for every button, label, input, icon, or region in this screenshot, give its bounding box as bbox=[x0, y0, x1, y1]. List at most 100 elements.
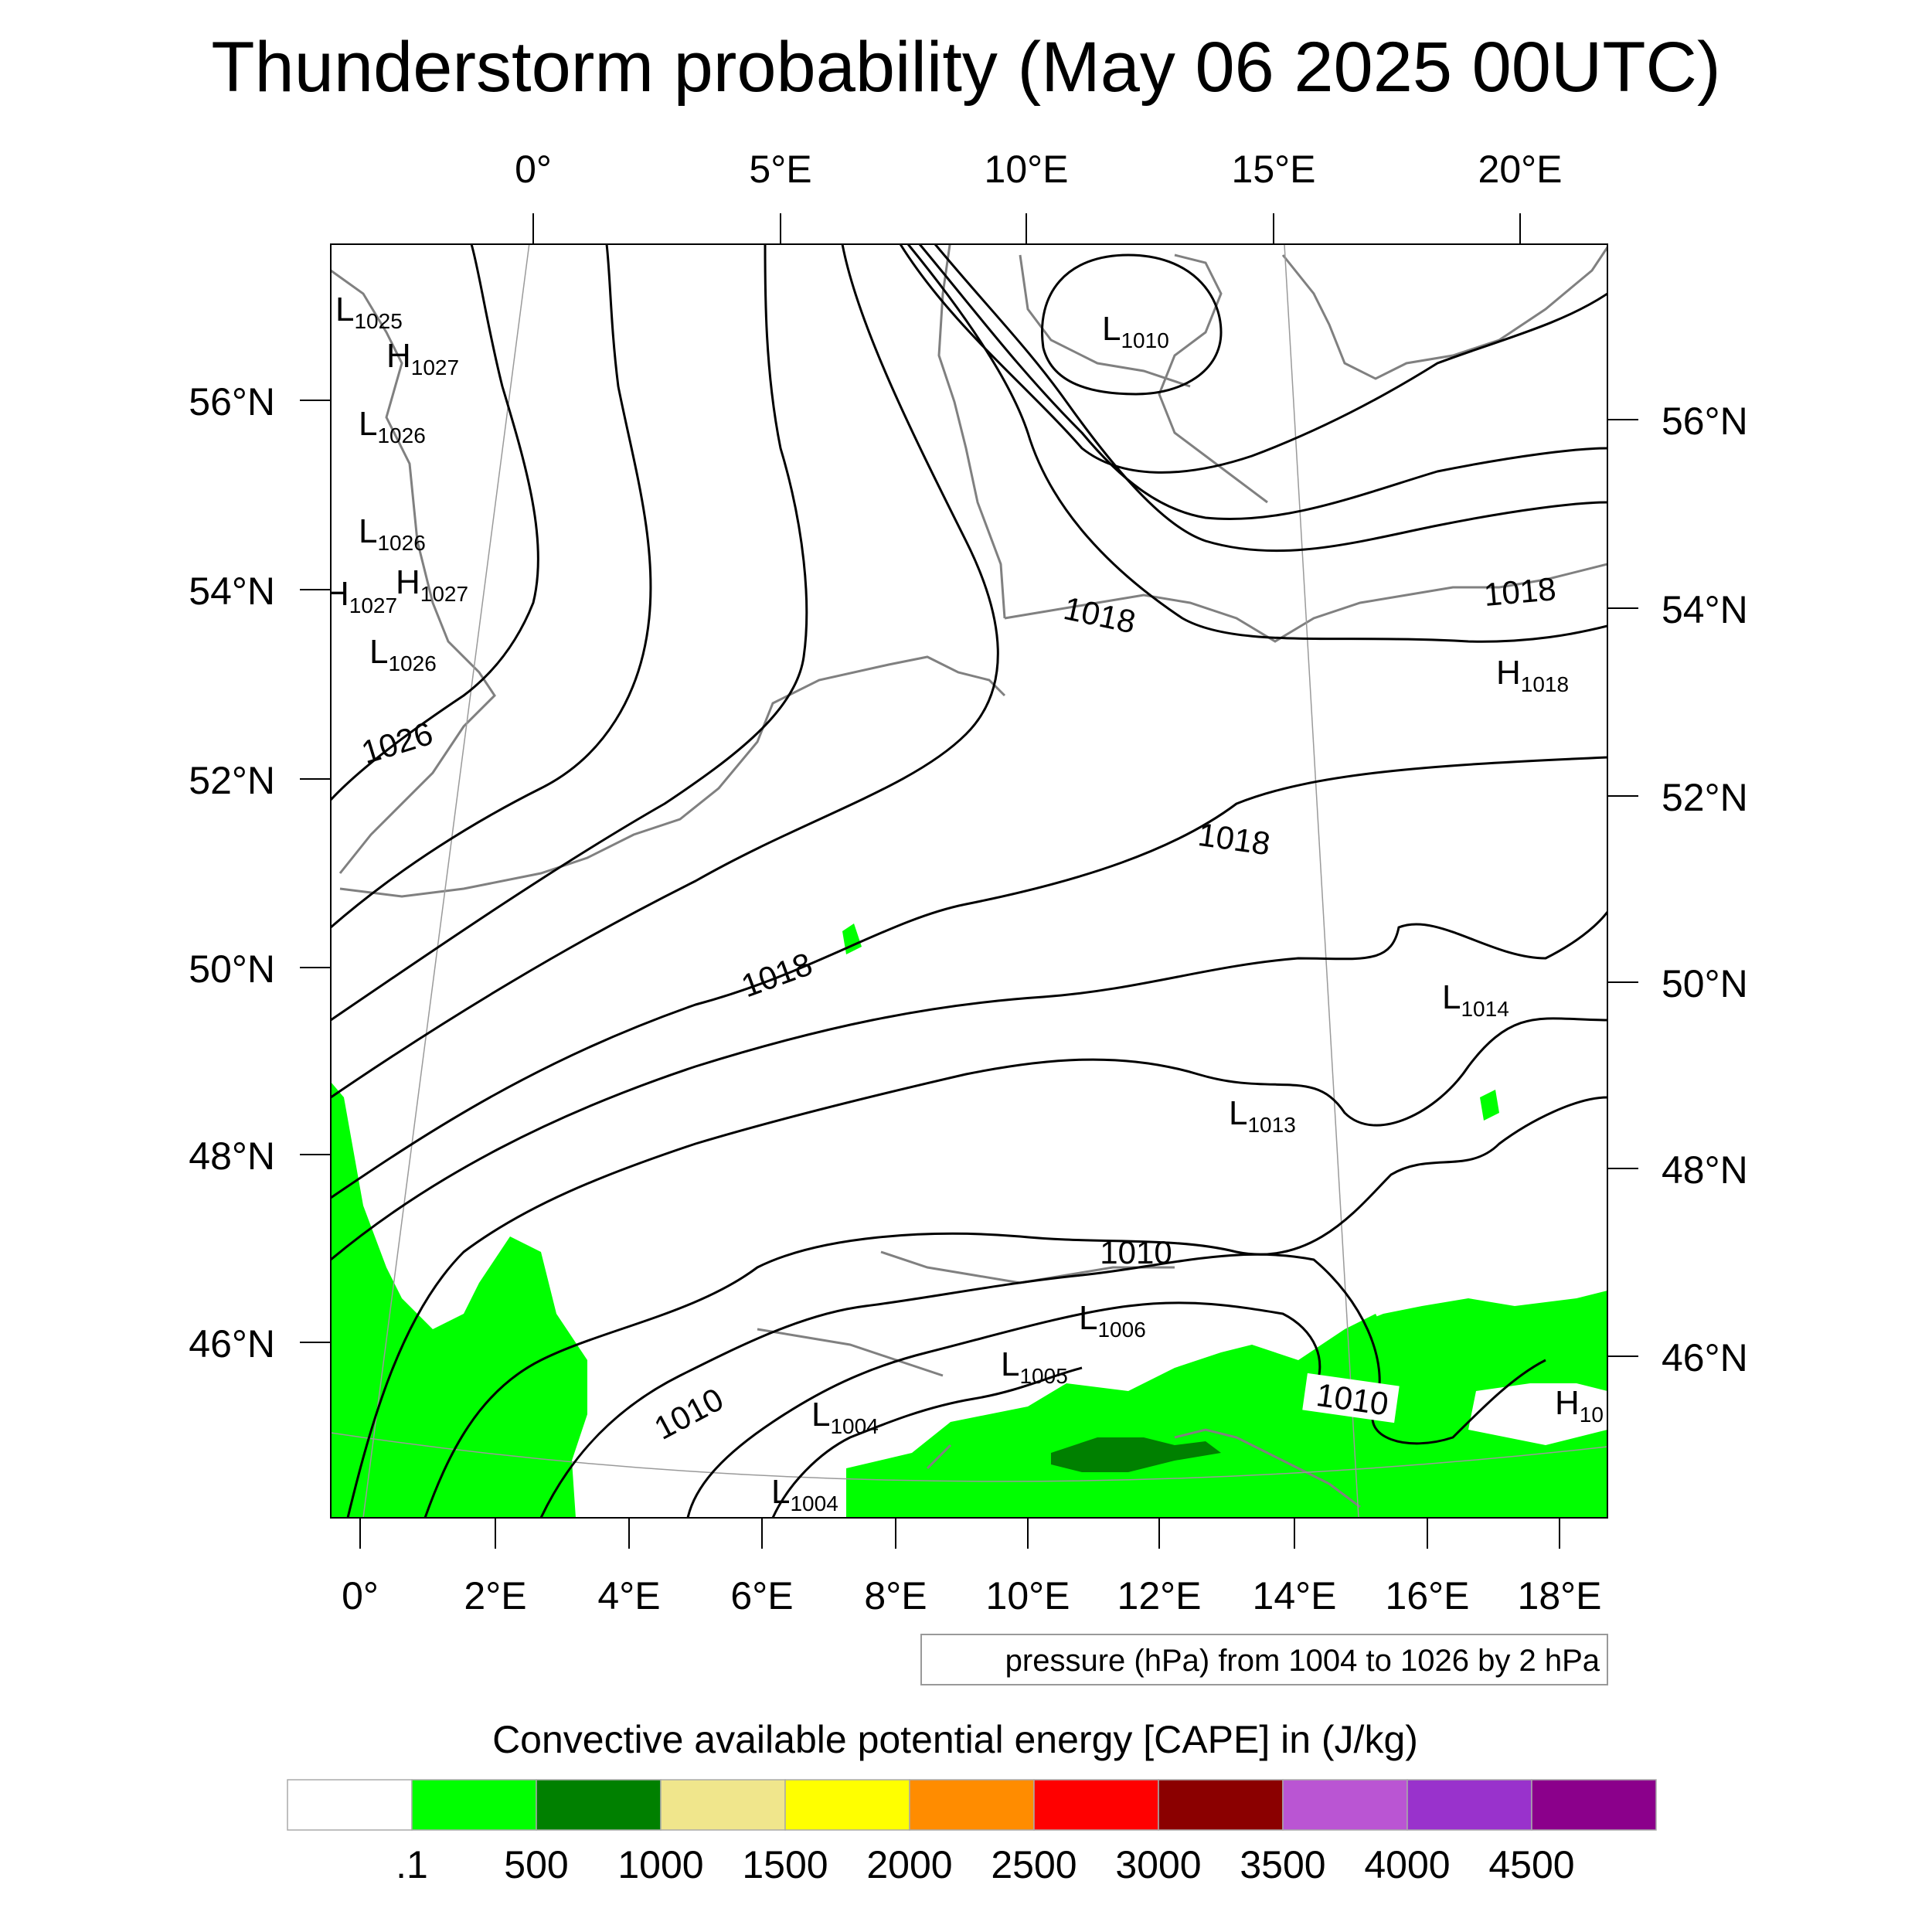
colorbar-swatch bbox=[1158, 1779, 1284, 1831]
map-plot-area: 1026 1018 1018 1018 1018 1010 1010 1010 … bbox=[325, 244, 1607, 1518]
pressure-center-high: H10 bbox=[1555, 1384, 1604, 1427]
colorbar-swatch bbox=[784, 1779, 910, 1831]
pressure-center-high: H1018 bbox=[1496, 654, 1569, 696]
isobar-1016-ne bbox=[934, 244, 1607, 553]
cape-dark-core bbox=[1051, 1437, 1221, 1472]
top-lon-labels: 0° 5°E 10°E 15°E 20°E bbox=[515, 148, 1562, 191]
lat-label: 46°N bbox=[189, 1322, 275, 1366]
isobar-1018 bbox=[331, 756, 1607, 1199]
pressure-center-low: L1026 bbox=[359, 512, 426, 555]
colorbar-tick-label: .1 bbox=[396, 1843, 428, 1886]
isobar-1014 bbox=[346, 1017, 1607, 1518]
lon-label: 0° bbox=[515, 148, 552, 191]
colorbar-swatch bbox=[1406, 1779, 1532, 1831]
map-title: Thunderstorm probability (May 06 2025 00… bbox=[211, 28, 1720, 107]
isobar-1008 bbox=[686, 1301, 1321, 1518]
lon-label: 4°E bbox=[597, 1574, 660, 1617]
isobar-1026 bbox=[331, 244, 539, 801]
pressure-center-high: H1027 bbox=[396, 563, 468, 606]
colorbar-swatch bbox=[1282, 1779, 1408, 1831]
lon-label: 20°E bbox=[1478, 148, 1563, 191]
isobar-label: 1026 bbox=[357, 715, 437, 770]
pressure-center-low: L1013 bbox=[1229, 1094, 1296, 1137]
colorbar-tick-label: 1000 bbox=[617, 1843, 703, 1886]
colorbar-title: Convective available potential energy [C… bbox=[492, 1718, 1418, 1761]
lat-label: 48°N bbox=[189, 1134, 275, 1178]
pressure-center-low: L1005 bbox=[1001, 1345, 1068, 1388]
lon-label: 12°E bbox=[1117, 1574, 1202, 1617]
isobar-1022 bbox=[331, 244, 808, 1022]
lon-label: 6°E bbox=[730, 1574, 793, 1617]
pressure-center-low: L1014 bbox=[1442, 978, 1509, 1021]
lat-label: 48°N bbox=[1662, 1148, 1748, 1192]
isobar-label: 1018 bbox=[736, 945, 817, 1004]
left-lat-axis bbox=[300, 400, 331, 1343]
colorbar-tick-label: 3000 bbox=[1115, 1843, 1201, 1886]
pressure-centers: L1025 H1027 L1026 L1026 H1027 H1027 L102… bbox=[325, 291, 1604, 1515]
lat-label: 50°N bbox=[189, 947, 275, 991]
lon-label: 18°E bbox=[1518, 1574, 1602, 1617]
colorbar-tick-label: 2500 bbox=[991, 1843, 1077, 1886]
isobar-label: 1018 bbox=[1196, 816, 1272, 862]
colorbar-swatch bbox=[287, 1779, 413, 1831]
right-lat-labels: 56°N 54°N 52°N 50°N 48°N 46°N bbox=[1662, 400, 1748, 1379]
pressure-center-low: L1004 bbox=[811, 1396, 879, 1438]
lon-label: 14°E bbox=[1253, 1574, 1337, 1617]
right-lat-axis bbox=[1607, 419, 1638, 1357]
lon-label: 10°E bbox=[985, 148, 1069, 191]
cape-region-south bbox=[846, 1291, 1607, 1518]
lat-label: 52°N bbox=[189, 759, 275, 802]
pressure-center-low: L1026 bbox=[369, 633, 437, 675]
colorbar-tick-label: 2000 bbox=[866, 1843, 952, 1886]
colorbar-swatch bbox=[909, 1779, 1035, 1831]
isobar-1006 bbox=[771, 1366, 1083, 1518]
pressure-center-low: L1010 bbox=[1102, 310, 1169, 352]
cape-patch-east-2 bbox=[1480, 1090, 1499, 1121]
lon-label: 0° bbox=[342, 1574, 379, 1617]
top-lon-axis bbox=[532, 213, 1521, 244]
isobar-1024 bbox=[331, 244, 652, 929]
isobar-1012 bbox=[423, 1096, 1607, 1518]
cape-region-west-lower bbox=[331, 1406, 495, 1518]
isobar-1014-ne bbox=[918, 244, 1607, 521]
lon-label: 15°E bbox=[1232, 148, 1316, 191]
colorbar-swatch bbox=[1531, 1779, 1657, 1831]
isobar-1010 bbox=[539, 1253, 1546, 1518]
bottom-lon-labels: 0° 2°E 4°E 6°E 8°E 10°E 12°E 14°E 16°E 1… bbox=[342, 1574, 1601, 1617]
pressure-center-low: L1026 bbox=[359, 405, 426, 447]
pressure-center-high: H1027 bbox=[325, 575, 397, 617]
lat-label: 54°N bbox=[189, 570, 275, 613]
colorbar-tick-label: 500 bbox=[504, 1843, 568, 1886]
isobar-1018-north bbox=[906, 244, 1607, 643]
lat-label: 56°N bbox=[1662, 400, 1748, 443]
contour-info-box: pressure (hPa) from 1004 to 1026 by 2 hP… bbox=[920, 1634, 1608, 1685]
isobar-1020 bbox=[331, 244, 999, 1099]
isobar-label: 1010 bbox=[648, 1381, 730, 1447]
lon-label: 5°E bbox=[749, 148, 811, 191]
left-lat-labels: 56°N 54°N 52°N 50°N 48°N 46°N bbox=[189, 380, 275, 1366]
isobar-1012-ne bbox=[899, 244, 1607, 474]
bottom-lon-axis bbox=[359, 1518, 1560, 1549]
lat-label: 52°N bbox=[1662, 776, 1748, 819]
isobar-1010-ne bbox=[1041, 253, 1223, 396]
contour-info-text: pressure (hPa) from 1004 to 1026 by 2 hP… bbox=[1005, 1644, 1600, 1678]
lat-label: 46°N bbox=[1662, 1336, 1748, 1379]
lat-label: 50°N bbox=[1662, 962, 1748, 1005]
colorbar-tick-label: 1500 bbox=[742, 1843, 828, 1886]
map-frame bbox=[330, 243, 1608, 1519]
isobar-label: 1010 bbox=[1100, 1234, 1172, 1270]
colorbar-swatch bbox=[1033, 1779, 1159, 1831]
pressure-center-low: L1006 bbox=[1079, 1299, 1146, 1342]
graticule bbox=[331, 244, 1607, 1518]
lat-label: 56°N bbox=[189, 380, 275, 423]
lon-label: 2°E bbox=[464, 1574, 526, 1617]
isobars bbox=[331, 244, 1607, 1518]
colorbar-tick-label: 4000 bbox=[1364, 1843, 1450, 1886]
pressure-center-low: L1025 bbox=[335, 291, 403, 333]
colorbar-swatch bbox=[660, 1779, 786, 1831]
cape-shading bbox=[331, 923, 1607, 1518]
lon-label: 8°E bbox=[864, 1574, 927, 1617]
colorbar: .1 500 1000 1500 2000 2500 3000 3500 4000 4500 bbox=[287, 1779, 1657, 1886]
colorbar-swatch bbox=[536, 1779, 662, 1831]
